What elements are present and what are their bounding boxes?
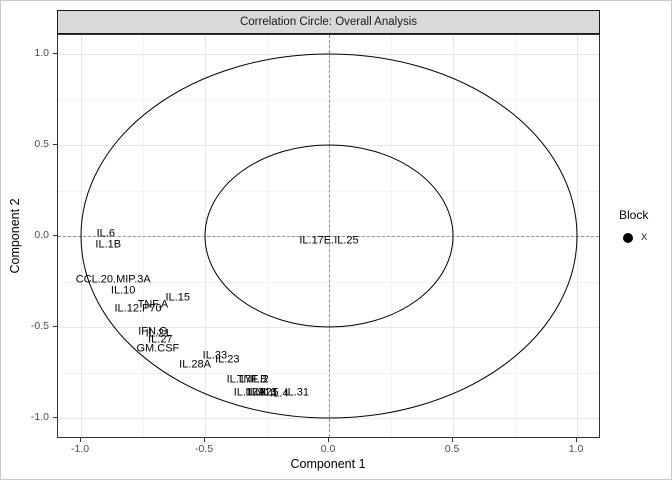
variable-label-ccl-20-mip-3a: CCL.20.MIP.3A xyxy=(75,273,151,286)
legend-item-x: X xyxy=(619,232,648,243)
variable-label-il-10: IL.10 xyxy=(110,284,136,297)
y-major-gridline xyxy=(58,418,599,419)
x-tick-mark xyxy=(576,438,577,442)
y-minor-gridline xyxy=(58,281,599,283)
legend-block: Block X xyxy=(619,208,648,243)
y-axis-title: Component 2 xyxy=(8,198,22,274)
y-tick-label: 1.0 xyxy=(34,46,49,59)
variable-label-il-17a: IL.17A xyxy=(233,386,266,399)
y-tick-label: 0.5 xyxy=(34,137,49,150)
y-minor-gridline xyxy=(58,372,599,374)
y-major-gridline xyxy=(58,327,599,328)
variable-label-il-31: IL.31 xyxy=(284,386,309,399)
variable-label-il-17e-il-25: IL.17E.IL.25 xyxy=(299,234,359,247)
variable-label-il-4: IL.4 xyxy=(270,387,289,400)
y-tick-mark xyxy=(53,53,57,54)
x-tick-label: 0.0 xyxy=(320,443,336,455)
y-tick-mark xyxy=(53,417,57,418)
variable-label-il-17f: IL.17F xyxy=(226,373,258,386)
variable-label-tnf-a: TNF.A xyxy=(137,298,169,311)
variable-label-il-6: IL.6 xyxy=(96,227,115,240)
y-tick-label: 0.0 xyxy=(34,228,49,241)
plot-panel: IL.6 IL.1B CCL.20.MIP.3A IL.10 IL.15 TNF.A IL.… xyxy=(57,34,600,438)
plot-title: Correlation Circle: Overall Analysis xyxy=(239,16,418,28)
variable-label-il-13: IL.13 xyxy=(252,386,277,399)
legend-item-label: X xyxy=(641,232,648,243)
y-tick-mark xyxy=(53,144,57,145)
variable-label-il-23: IL.23 xyxy=(215,353,240,366)
variable-label-il-33: IL.33 xyxy=(202,349,228,362)
variable-label-tnf-b: TNF.B xyxy=(236,373,268,386)
variable-label-il-28a: IL.28A xyxy=(179,358,211,371)
variable-label-ifn-g: IFN.G xyxy=(138,325,168,338)
plot-title-strip: Correlation Circle: Overall Analysis xyxy=(57,10,600,34)
y-minor-gridline xyxy=(58,99,599,101)
variable-label-il-21: IL.21 xyxy=(145,327,171,340)
x-tick-mark xyxy=(328,438,329,442)
variable-label-il-15: IL.15 xyxy=(165,291,190,304)
x-tick-label: -0.5 xyxy=(194,443,214,455)
correlation-circles xyxy=(80,53,578,419)
y-tick-mark xyxy=(53,326,57,327)
variable-label-il-12-p70: IL.12.P70 xyxy=(114,302,162,315)
variable-label-gm-csf: GM.CSF xyxy=(136,342,180,355)
legend-title: Block xyxy=(619,208,649,222)
y-tick-label: -1.0 xyxy=(30,410,49,423)
variable-label-il-1b: IL.1B xyxy=(95,238,122,251)
y-minor-gridline xyxy=(58,190,599,192)
circle-radius-1 xyxy=(80,53,578,419)
variable-label-il-22: IL.22 xyxy=(247,386,272,399)
circle-radius-0.5 xyxy=(204,144,454,328)
y-tick-mark xyxy=(53,235,57,236)
x-tick-label: -1.0 xyxy=(70,443,90,455)
x-axis-title: Component 1 xyxy=(290,457,366,471)
x-tick-label: 0.5 xyxy=(444,443,460,455)
x-tick-mark xyxy=(80,438,81,442)
x-tick-mark xyxy=(204,438,205,442)
x-tick-mark xyxy=(452,438,453,442)
legend-point-icon xyxy=(623,232,633,243)
variable-label-il-9: IL.9 xyxy=(245,386,264,399)
x-tick-label: 1.0 xyxy=(568,443,584,455)
variable-label-il-27: IL.27 xyxy=(148,333,173,346)
zero-line-horizontal xyxy=(58,236,599,237)
variable-label-il-5: IL.5 xyxy=(260,386,279,399)
y-tick-label: -0.5 xyxy=(30,319,49,332)
variable-label-il-2: IL.2 xyxy=(250,373,269,386)
